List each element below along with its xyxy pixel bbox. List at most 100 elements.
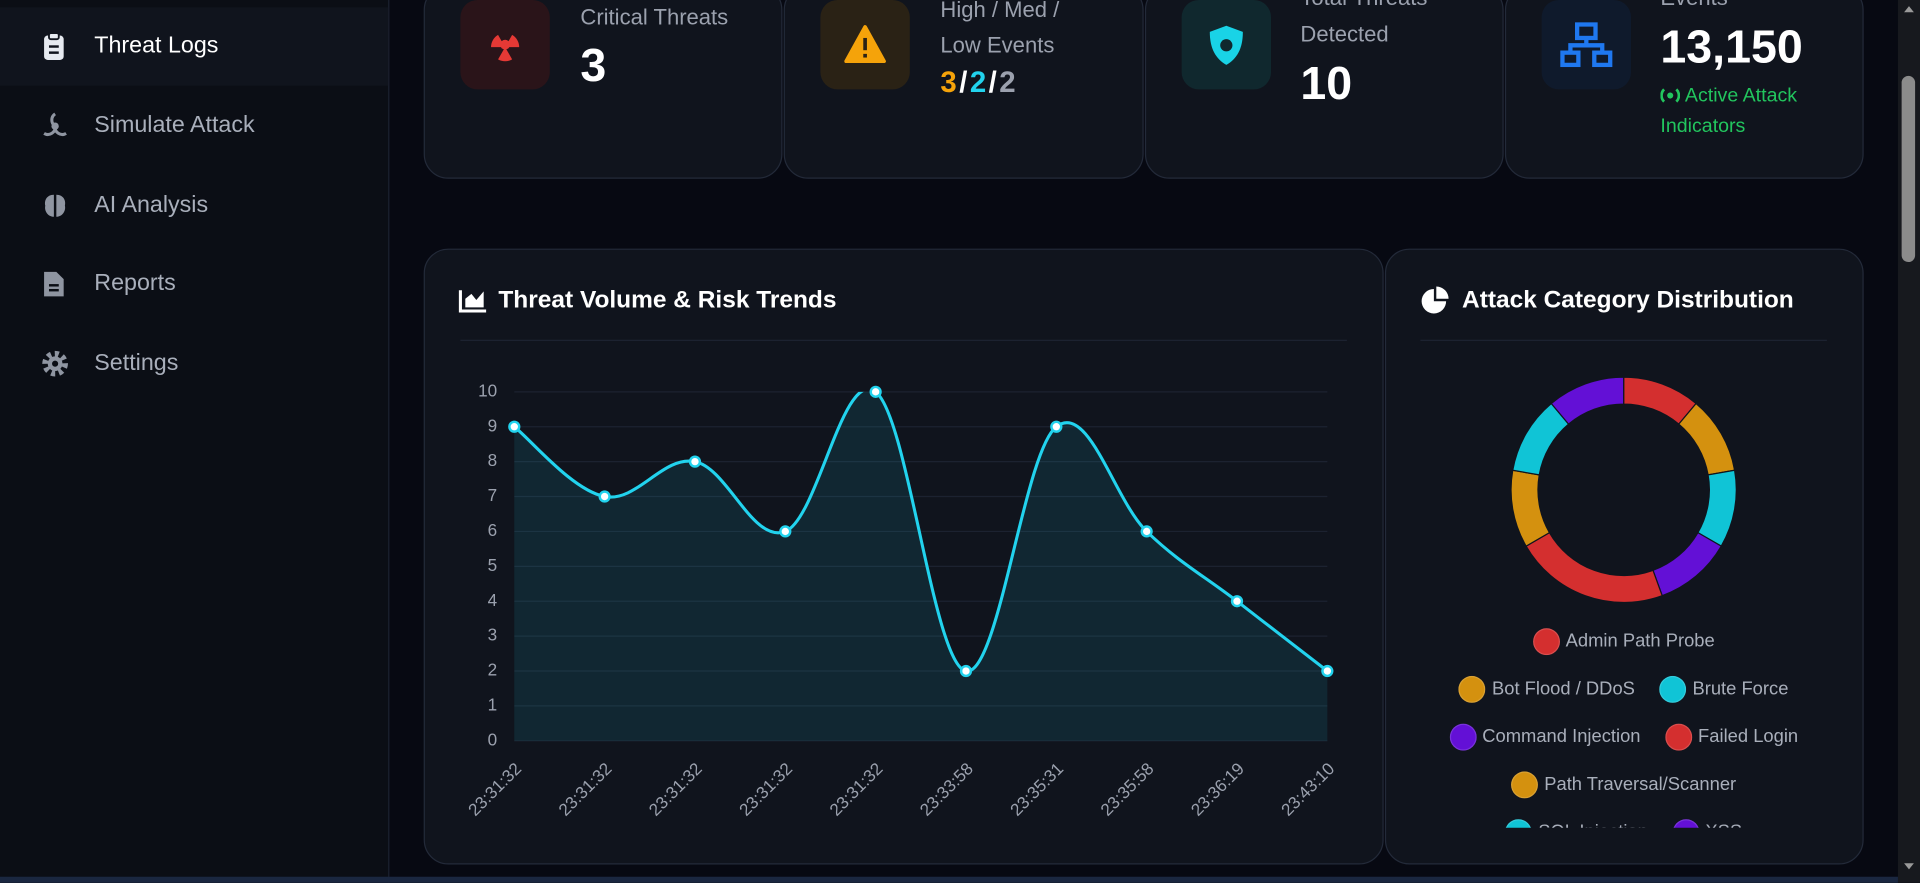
point [1140, 525, 1153, 538]
legend-label: Admin Path Probe [1565, 630, 1715, 652]
legend-label: XSS [1705, 822, 1742, 828]
radiation-icon [491, 34, 520, 62]
card-icon [460, 0, 550, 90]
donut-segment [1697, 469, 1737, 547]
x-tick-label: 23:31:32 [554, 758, 615, 819]
x-tick-label: 23:36:19 [1187, 758, 1248, 819]
pie-icon [1421, 286, 1449, 314]
legend-swatch [1532, 627, 1560, 655]
nav-icon [44, 271, 64, 297]
bottom-bar [0, 876, 1898, 883]
scroll-up[interactable] [1902, 2, 1917, 14]
legend-item[interactable]: Failed Login [1665, 713, 1798, 761]
card-icon [1181, 0, 1272, 90]
y-tick-label: 5 [488, 555, 498, 575]
y-tick-label: 10 [478, 380, 497, 400]
scroll-down[interactable] [1902, 861, 1917, 873]
med-count: 2 [969, 66, 987, 100]
point [1050, 420, 1063, 433]
nav-label: Simulate Attack [94, 112, 255, 139]
y-tick-label: 7 [488, 485, 498, 505]
nav-icon [43, 112, 67, 137]
donut-segment [1652, 531, 1723, 597]
donut-segment [1550, 376, 1625, 425]
card-value: 13,150 [1660, 22, 1803, 74]
card-label: Critical Threats [580, 4, 729, 30]
nav-item[interactable]: AI Analysis [0, 167, 388, 245]
scrollbar [1897, 0, 1920, 883]
card-value: 3 [580, 40, 607, 92]
shield-icon [1209, 25, 1243, 65]
legend-label: Bot Flood / DDoS [1491, 678, 1635, 700]
card-label: High / Med / Low Events [940, 0, 1060, 58]
legend-item[interactable]: Bot Flood / DDoS [1458, 665, 1635, 713]
legend-swatch [1659, 675, 1687, 703]
legend-swatch [1458, 675, 1486, 703]
point [688, 455, 702, 468]
legend-item[interactable]: Path Traversal/Scanner [1511, 760, 1736, 808]
nav-item[interactable]: Reports [0, 245, 388, 323]
nav-item[interactable]: Threat Logs [0, 7, 389, 86]
card-note: Active Attack Indicators [1660, 85, 1798, 138]
nav-item[interactable]: Simulate Attack [0, 87, 388, 165]
area-chart-icon [458, 290, 487, 313]
legend-swatch [1449, 723, 1477, 750]
chart-title: Attack Category Distribution [1462, 287, 1794, 314]
area [514, 391, 1328, 741]
legend-item[interactable]: SQL Injection [1505, 808, 1648, 828]
x-tick-label: 23:35:58 [1096, 758, 1157, 819]
card-icon [1541, 0, 1632, 90]
y-tick-label: 4 [488, 590, 498, 610]
x-tick-label: 23:31:32 [825, 758, 886, 819]
nav-label: Settings [94, 350, 179, 376]
y-tick-label: 0 [488, 729, 498, 749]
legend-label: Path Traversal/Scanner [1544, 773, 1737, 795]
point [779, 525, 792, 538]
x-tick-label: 23:31:32 [735, 758, 796, 819]
legend-swatch [1505, 818, 1533, 828]
y-tick-label: 9 [488, 415, 498, 435]
nav-icon [45, 194, 66, 217]
legend-label: Failed Login [1698, 726, 1799, 747]
legend: Admin Path Probe Bot Flood / DDoS Brute Fo… [1440, 617, 1807, 828]
point [1230, 595, 1244, 608]
x-tick-label: 23:33:58 [916, 758, 977, 819]
scroll-thumb [1901, 75, 1916, 263]
sidebar: Threat Logs Simulate Attack AI Analysis … [0, 0, 390, 883]
x-tick-label: 23:31:32 [645, 758, 706, 819]
severity-counts: 3/2/2 [940, 66, 1015, 100]
x-tick-label: 23:31:32 [464, 758, 525, 819]
chart-title: Threat Volume & Risk Trends [498, 287, 836, 314]
legend-item[interactable]: Command Injection [1449, 713, 1641, 761]
y-tick-label: 2 [488, 660, 498, 680]
card-value: 10 [1300, 58, 1353, 111]
legend-label: Command Injection [1482, 726, 1641, 747]
y-tick-label: 1 [488, 694, 498, 714]
x-tick-label: 23:35:31 [1006, 758, 1067, 819]
y-tick-label: 3 [488, 625, 498, 645]
card-label: Events [1660, 0, 1727, 16]
legend-item[interactable]: XSS [1672, 808, 1742, 828]
point [959, 664, 973, 678]
separator: / [988, 66, 997, 100]
nav-item[interactable]: Settings [0, 324, 388, 402]
x-tick-label: 23:43:10 [1277, 758, 1338, 819]
signal-icon [1660, 88, 1680, 103]
network-icon [1560, 22, 1613, 68]
point [598, 490, 611, 503]
card-label: Total Threats Detected [1300, 0, 1427, 47]
nav-label: AI Analysis [94, 192, 209, 218]
legend-label: Brute Force [1692, 678, 1789, 700]
donut-segment [1677, 402, 1736, 476]
legend-item[interactable]: Admin Path Probe [1532, 617, 1715, 665]
y-tick-label: 8 [488, 450, 498, 470]
line [513, 391, 1329, 673]
legend-swatch [1511, 770, 1539, 798]
chart-card [1384, 248, 1864, 865]
high-count: 3 [940, 66, 957, 100]
nav-icon [44, 32, 64, 60]
separator: / [959, 66, 968, 100]
legend-item[interactable]: Brute Force [1659, 665, 1788, 713]
